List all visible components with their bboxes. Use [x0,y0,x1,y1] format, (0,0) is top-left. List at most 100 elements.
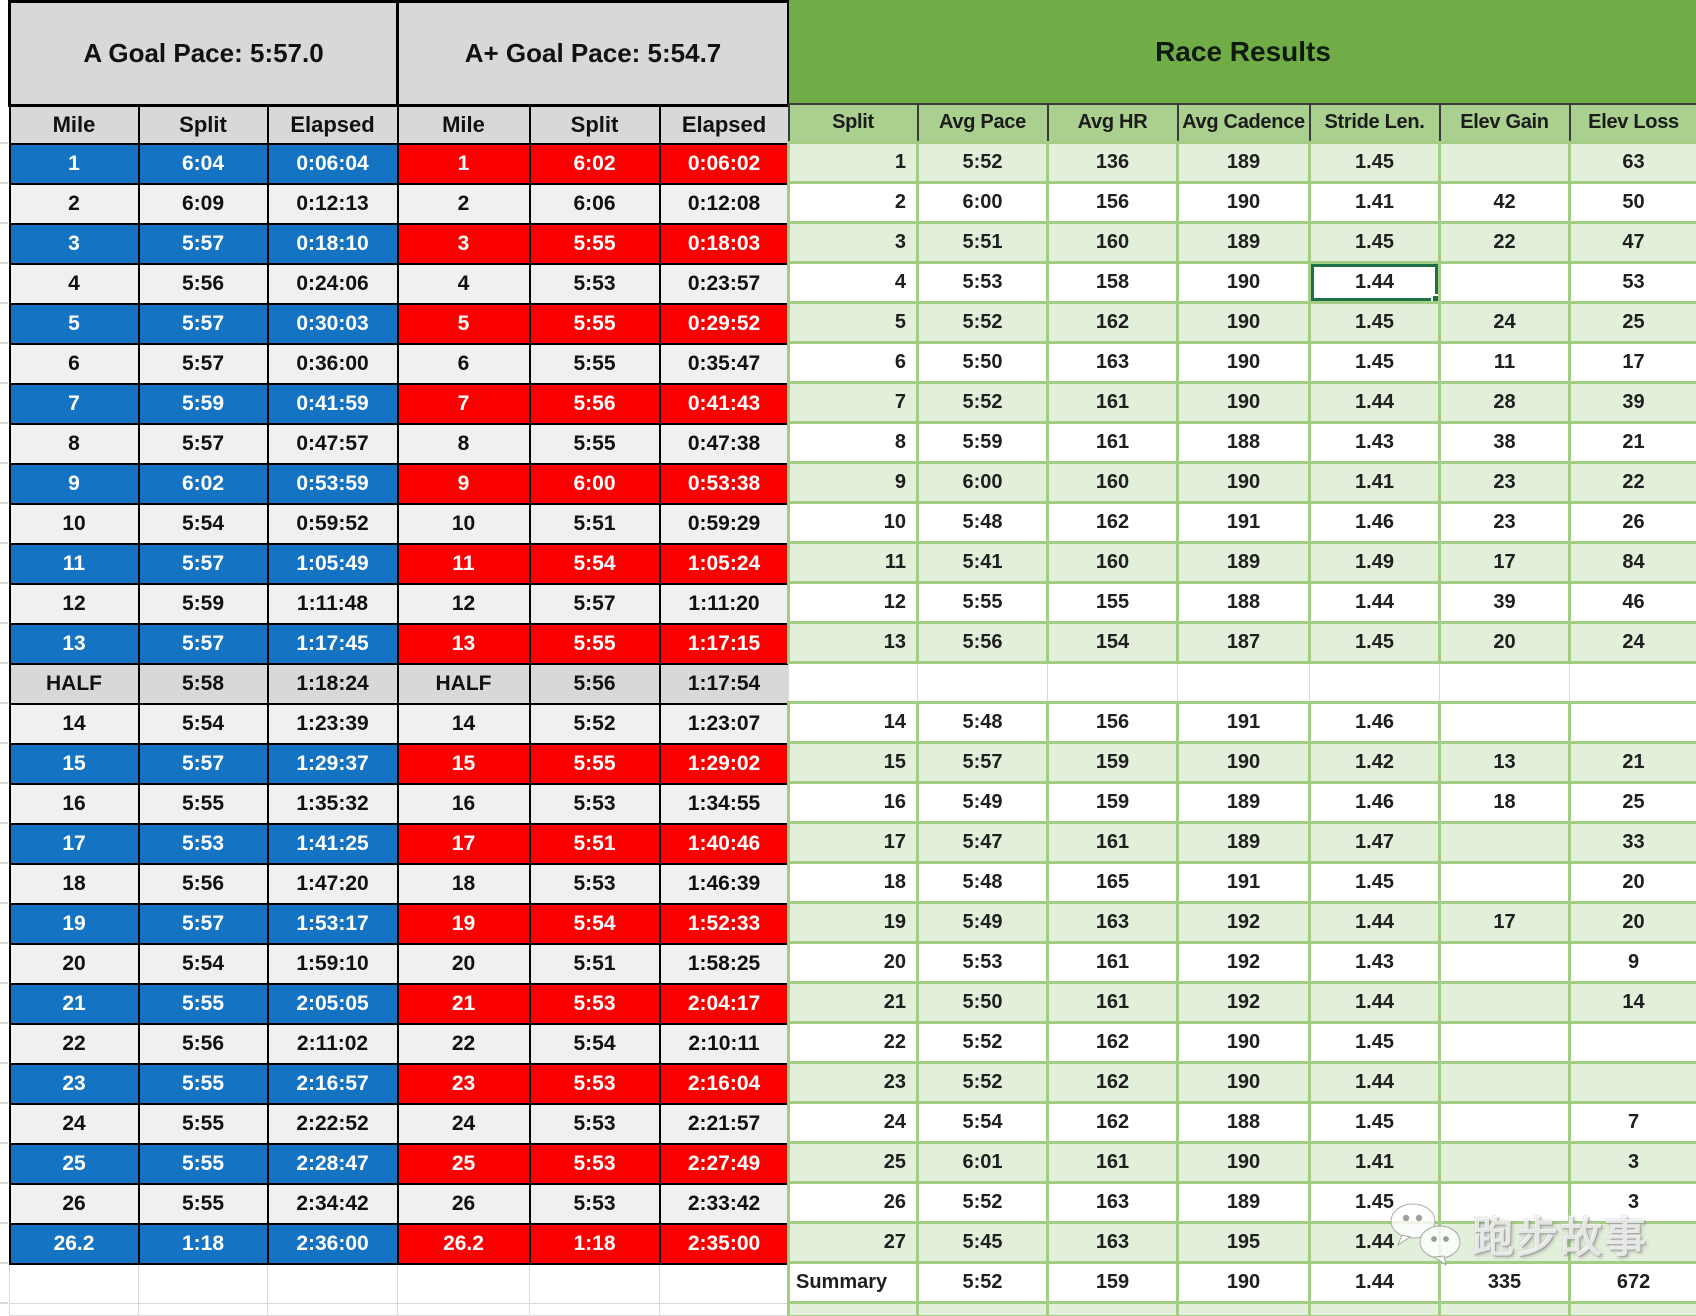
split-cell[interactable]: 5:57 [137,302,269,345]
mile-cell[interactable]: 8 [396,422,531,465]
avg-pace-cell[interactable]: 5:50 [916,980,1049,1024]
mile-cell[interactable]: 17 [8,822,140,865]
split-cell[interactable]: 5:51 [528,502,661,545]
elev-loss-cell[interactable]: 672 [1567,1260,1696,1304]
avg-pace-cell[interactable]: 5:49 [916,900,1049,944]
split-cell[interactable]: 6:06 [528,182,661,225]
elev-loss-cell[interactable] [1567,1020,1696,1064]
elev-loss-cell[interactable]: 25 [1567,780,1696,824]
split-cell[interactable]: 5:57 [137,422,269,465]
split-cell[interactable]: 5:55 [137,1182,269,1225]
avg-cadence-cell[interactable]: 192 [1176,940,1311,984]
split-cell[interactable]: 1 [787,140,919,184]
elev-gain-cell[interactable]: 335 [1438,1260,1571,1304]
split-cell[interactable]: 5:57 [137,222,269,265]
elev-loss-cell[interactable]: 21 [1567,740,1696,784]
avg-cadence-cell[interactable]: 190 [1176,260,1311,304]
split-cell[interactable]: 27 [787,1220,919,1264]
elapsed-cell[interactable]: 2:10:11 [658,1022,790,1065]
mile-cell[interactable]: 10 [8,502,140,545]
avg-pace-cell[interactable]: 5:41 [916,540,1049,584]
split-cell[interactable]: 5:56 [528,662,661,705]
mile-cell[interactable]: 3 [8,222,140,265]
elev-gain-cell[interactable] [1438,980,1571,1024]
stride-len-cell[interactable]: 1.45 [1308,1100,1441,1144]
elev-gain-cell[interactable]: 11 [1438,340,1571,384]
stride-len-cell[interactable]: 1.49 [1308,540,1441,584]
mile-cell[interactable]: 9 [8,462,140,505]
avg-cadence-cell[interactable]: 190 [1176,1060,1311,1104]
elapsed-cell[interactable]: 2:04:17 [658,982,790,1025]
split-cell[interactable]: 6:02 [528,142,661,185]
empty-cell[interactable] [1308,1300,1441,1316]
mile-cell[interactable]: 2 [8,182,140,225]
avg-pace-cell[interactable]: 5:53 [916,940,1049,984]
mile-cell[interactable]: 24 [396,1102,531,1145]
empty-cell[interactable] [529,1263,660,1304]
empty-cell[interactable] [658,1263,790,1304]
avg-pace-cell[interactable]: 5:51 [916,220,1049,264]
avg-cadence-cell[interactable]: 187 [1176,620,1311,664]
avg-cadence-cell[interactable]: 195 [1176,1220,1311,1264]
elapsed-cell[interactable]: 1:23:39 [266,702,399,745]
elev-gain-cell[interactable] [1438,1060,1571,1104]
empty-cell[interactable] [1438,1300,1571,1316]
split-cell[interactable]: 5:55 [528,222,661,265]
avg-cadence-cell[interactable]: 190 [1176,1260,1311,1304]
stride-len-cell[interactable]: 1.45 [1308,220,1441,264]
stride-len-cell[interactable]: 1.44 [1308,380,1441,424]
elev-loss-cell[interactable]: 63 [1567,140,1696,184]
split-cell[interactable]: 5:55 [528,422,661,465]
avg-pace-cell[interactable]: 6:00 [916,460,1049,504]
split-cell[interactable]: 6:00 [528,462,661,505]
avg-cadence-cell[interactable]: 190 [1176,340,1311,384]
empty-cell[interactable] [1439,661,1570,703]
avg-hr-cell[interactable]: 161 [1046,420,1179,464]
elev-loss-cell[interactable]: 9 [1567,940,1696,984]
split-cell[interactable]: 4 [787,260,919,304]
empty-cell[interactable] [529,1303,660,1316]
avg-hr-cell[interactable]: 156 [1046,180,1179,224]
elapsed-cell[interactable]: 0:59:52 [266,502,399,545]
mile-cell[interactable]: 25 [396,1142,531,1185]
empty-cell[interactable] [397,1263,530,1304]
mile-cell[interactable]: 22 [396,1022,531,1065]
mile-cell[interactable]: 18 [8,862,140,905]
elev-gain-cell[interactable] [1438,940,1571,984]
elev-loss-cell[interactable]: 7 [1567,1100,1696,1144]
elapsed-cell[interactable]: 1:35:32 [266,782,399,825]
split-cell[interactable]: 17 [787,820,919,864]
avg-pace-cell[interactable]: 5:48 [916,860,1049,904]
split-cell[interactable]: 5 [787,300,919,344]
mile-cell[interactable]: 10 [396,502,531,545]
empty-cell[interactable] [1568,661,1696,703]
elapsed-cell[interactable]: 0:12:13 [266,182,399,225]
split-cell[interactable]: 5:55 [137,1142,269,1185]
elev-loss-cell[interactable]: 50 [1567,180,1696,224]
mile-cell[interactable]: 11 [8,542,140,585]
split-cell[interactable]: 26 [787,1180,919,1224]
split-cell[interactable]: 11 [787,540,919,584]
elapsed-cell[interactable]: 1:18:24 [266,662,399,705]
split-cell[interactable]: 5:55 [528,742,661,785]
avg-pace-cell[interactable]: 5:52 [916,1020,1049,1064]
elapsed-cell[interactable]: 2:22:52 [266,1102,399,1145]
split-cell[interactable]: 5:57 [137,742,269,785]
elev-loss-cell[interactable]: 17 [1567,340,1696,384]
split-cell[interactable]: 6:02 [137,462,269,505]
avg-hr-cell[interactable]: 136 [1046,140,1179,184]
elapsed-cell[interactable]: 1:46:39 [658,862,790,905]
avg-pace-cell[interactable]: 5:53 [916,260,1049,304]
stride-len-cell[interactable]: 1.42 [1308,740,1441,784]
split-cell[interactable]: 5:53 [528,1102,661,1145]
elev-gain-cell[interactable] [1438,1100,1571,1144]
split-cell[interactable]: 18 [787,860,919,904]
elapsed-cell[interactable]: 0:59:29 [658,502,790,545]
stride-len-cell[interactable]: 1.44 [1308,980,1441,1024]
mile-cell[interactable]: 18 [396,862,531,905]
split-cell[interactable]: 5:57 [137,622,269,665]
elapsed-cell[interactable]: 1:17:45 [266,622,399,665]
avg-pace-cell[interactable]: 5:52 [916,1260,1049,1304]
split-cell[interactable]: 10 [787,500,919,544]
avg-cadence-cell[interactable]: 192 [1176,900,1311,944]
